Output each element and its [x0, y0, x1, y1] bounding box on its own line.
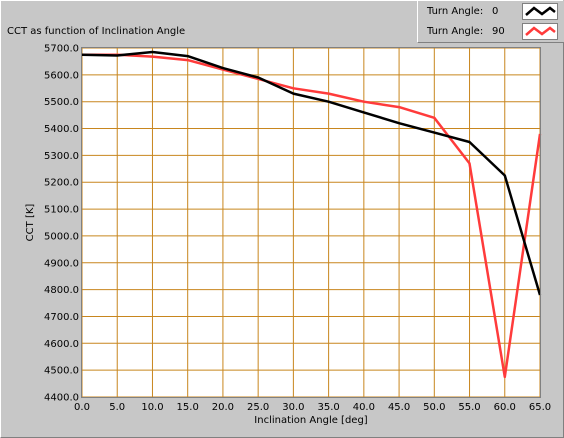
y-tick-label: 5700.0: [44, 44, 79, 55]
legend-entry-turn-0[interactable]: Turn Angle: 0: [418, 2, 564, 22]
plot-legend: Turn Angle: 0 Turn Angle: 90: [417, 1, 564, 43]
chart-title: CCT as function of Inclination Angle: [7, 26, 186, 37]
x-tick-label: 50.0: [423, 402, 445, 413]
y-tick-label: 5200.0: [44, 178, 79, 189]
plot-background: [82, 48, 540, 397]
x-tick-label: 40.0: [353, 402, 375, 413]
y-tick-label: 4400.0: [44, 393, 79, 404]
y-axis-label: CCT [K]: [25, 204, 36, 242]
x-tick-label: 30.0: [282, 402, 304, 413]
y-tick-label: 5500.0: [44, 97, 79, 108]
y-tick-label: 5100.0: [44, 205, 79, 216]
x-tick-label: 10.0: [141, 402, 163, 413]
x-tick-label: 20.0: [212, 402, 234, 413]
x-tick-label: 45.0: [388, 402, 410, 413]
y-tick-label: 4600.0: [44, 339, 79, 350]
y-tick-label: 5000.0: [44, 231, 79, 242]
x-tick-label: 5.0: [109, 402, 125, 413]
x-tick-label: 60.0: [494, 402, 516, 413]
legend-line-icon: [525, 6, 556, 16]
y-tick-label: 4500.0: [44, 366, 79, 377]
legend-value: 90: [492, 26, 505, 37]
y-tick-label: 4900.0: [44, 258, 79, 269]
series-line-turn-90: [82, 53, 542, 379]
x-tick-label: 65.0: [529, 402, 551, 413]
x-tick-label: 0.0: [74, 402, 90, 413]
y-tick-label: 5300.0: [44, 151, 79, 162]
legend-entry-turn-90[interactable]: Turn Angle: 90: [418, 22, 564, 42]
y-tick-label: 4800.0: [44, 285, 79, 296]
data-series: [81, 50, 542, 379]
legend-value: 0: [492, 6, 499, 17]
legend-label: Turn Angle:: [427, 26, 484, 37]
x-tick-label: 15.0: [177, 402, 199, 413]
y-tick-label: 4700.0: [44, 312, 79, 323]
legend-line-icon: [525, 26, 556, 36]
plot-frame: [81, 47, 541, 398]
y-tick-label: 5600.0: [44, 70, 79, 81]
x-axis-ticks: 0.0 5.0 10.0 15.0 20.0 25.0 30.0 35.0 40.0 45.0 50…: [74, 402, 551, 413]
y-tick-label: 5400.0: [44, 124, 79, 135]
x-axis-label: Inclination Angle [deg]: [254, 415, 368, 426]
y-axis-ticks: 4400.0 4500.0 4600.0 4700.0 4800.0 4900.0 5000…: [44, 44, 79, 404]
legend-label: Turn Angle:: [427, 6, 484, 17]
x-tick-label: 25.0: [247, 402, 269, 413]
legend-swatch-black[interactable]: [522, 3, 558, 20]
x-tick-label: 55.0: [458, 402, 480, 413]
series-line-turn-0: [81, 50, 542, 296]
legend-swatch-red[interactable]: [522, 23, 558, 40]
x-tick-label: 35.0: [317, 402, 339, 413]
